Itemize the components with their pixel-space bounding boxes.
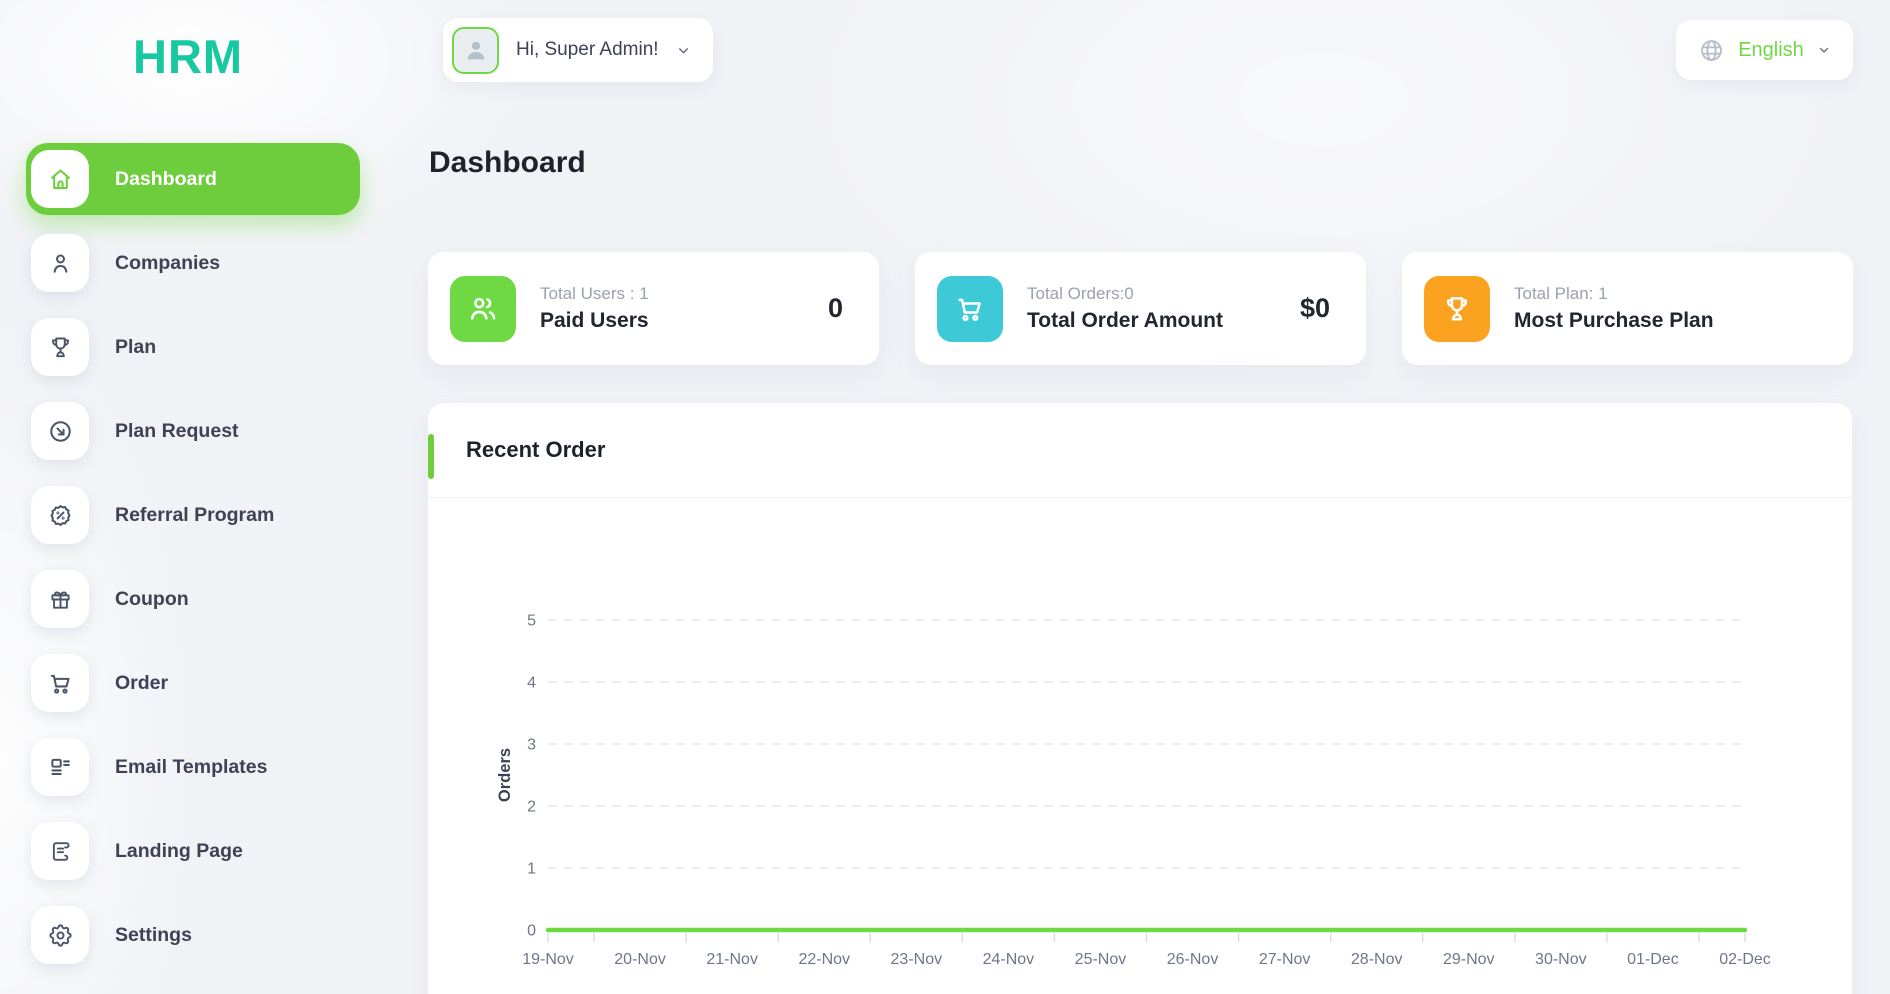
stat-card-most-purchase-plan: Total Plan: 1 Most Purchase Plan xyxy=(1402,252,1853,365)
sidebar-item-companies[interactable]: Companies xyxy=(26,227,360,299)
svg-text:22-Nov: 22-Nov xyxy=(798,951,850,968)
svg-text:3: 3 xyxy=(527,737,536,754)
svg-text:23-Nov: 23-Nov xyxy=(891,951,943,968)
arrow-circle-icon xyxy=(31,402,89,460)
sidebar-item-settings[interactable]: Settings xyxy=(26,899,360,971)
home-icon xyxy=(31,150,89,208)
sidebar-item-label: Order xyxy=(115,671,169,694)
sidebar-item-label: Coupon xyxy=(115,587,189,610)
stat-top-label: Total Orders:0 xyxy=(1027,284,1134,303)
stat-top-label: Total Users : 1 xyxy=(540,284,649,303)
user-icon xyxy=(31,234,89,292)
recent-order-card: Recent Order 0 1 2 3 4 5 Orders 19-Nov 20-Nov 21-… xyxy=(428,403,1852,994)
sidebar-item-label: Plan xyxy=(115,335,157,358)
sidebar-item-label: Settings xyxy=(115,923,192,946)
svg-text:30-Nov: 30-Nov xyxy=(1535,951,1587,968)
discount-badge-icon xyxy=(31,486,89,544)
person-icon xyxy=(467,41,484,60)
svg-text:26-Nov: 26-Nov xyxy=(1167,951,1219,968)
cart-icon xyxy=(937,275,1003,342)
stat-value: 0 xyxy=(827,293,843,323)
stat-value: $0 xyxy=(1299,293,1330,323)
layout-icon xyxy=(31,738,89,796)
language-dropdown[interactable]: English xyxy=(1676,20,1853,80)
gift-icon xyxy=(31,570,89,628)
sidebar-item-label: Plan Request xyxy=(115,419,239,442)
svg-text:25-Nov: 25-Nov xyxy=(1075,951,1127,968)
user-greeting: Hi, Super Admin! xyxy=(516,39,659,60)
sidebar-item-landing-page[interactable]: Landing Page xyxy=(26,815,360,887)
svg-text:21-Nov: 21-Nov xyxy=(706,951,758,968)
orders-line-chart: 0 1 2 3 4 5 Orders 19-Nov 20-Nov 21-Nov 22-Nov 23-N… xyxy=(496,613,1771,969)
svg-text:19-Nov: 19-Nov xyxy=(522,951,574,968)
sidebar-item-order[interactable]: Order xyxy=(26,647,360,719)
app-logo: HRM xyxy=(133,30,244,83)
svg-text:Orders: Orders xyxy=(496,748,514,802)
chevron-down-icon xyxy=(1817,43,1831,57)
svg-text:4: 4 xyxy=(527,675,536,692)
stat-title: Most Purchase Plan xyxy=(1514,309,1714,332)
sidebar-item-label: Landing Page xyxy=(115,839,243,862)
svg-text:27-Nov: 27-Nov xyxy=(1259,951,1311,968)
globe-icon xyxy=(1698,37,1725,64)
trophy-icon xyxy=(1424,275,1490,342)
sidebar-item-label: Companies xyxy=(115,251,221,274)
sidebar-item-plan[interactable]: Plan xyxy=(26,311,360,383)
page-title: Dashboard xyxy=(429,146,586,179)
svg-text:2: 2 xyxy=(527,799,536,816)
recent-order-title: Recent Order xyxy=(466,437,606,462)
sidebar-item-email-templates[interactable]: Email Templates xyxy=(26,731,360,803)
gear-icon xyxy=(31,906,89,964)
trophy-icon xyxy=(31,318,89,376)
sidebar-item-label: Email Templates xyxy=(115,755,268,778)
svg-text:02-Dec: 02-Dec xyxy=(1719,951,1771,968)
chevron-down-icon xyxy=(676,43,691,58)
svg-text:5: 5 xyxy=(527,613,536,630)
language-label: English xyxy=(1738,38,1804,61)
stat-top-label: Total Plan: 1 xyxy=(1514,284,1608,303)
stat-title: Total Order Amount xyxy=(1027,309,1223,332)
svg-text:0: 0 xyxy=(527,923,536,940)
scroll-icon xyxy=(31,822,89,880)
sidebar-item-label: Dashboard xyxy=(115,167,217,190)
sidebar-item-label: Referral Program xyxy=(115,503,275,526)
cart-icon xyxy=(31,654,89,712)
sidebar-item-plan-request[interactable]: Plan Request xyxy=(26,395,360,467)
svg-text:01-Dec: 01-Dec xyxy=(1627,951,1679,968)
sidebar-item-referral-program[interactable]: Referral Program xyxy=(26,479,360,551)
stat-card-total-order-amount: Total Orders:0 Total Order Amount $0 xyxy=(915,252,1366,365)
card-accent-bar xyxy=(428,434,434,479)
user-avatar xyxy=(452,26,499,74)
sidebar-item-coupon[interactable]: Coupon xyxy=(26,563,360,635)
recent-order-header: Recent Order xyxy=(428,403,1852,498)
svg-text:24-Nov: 24-Nov xyxy=(983,951,1035,968)
sidebar-item-dashboard[interactable]: Dashboard xyxy=(26,143,360,215)
users-icon xyxy=(450,275,516,342)
svg-text:28-Nov: 28-Nov xyxy=(1351,951,1403,968)
stat-card-paid-users: Total Users : 1 Paid Users 0 xyxy=(428,252,879,365)
orders-chart: 0 1 2 3 4 5 Orders 19-Nov 20-Nov 21-Nov 22-Nov 23-N… xyxy=(428,498,1852,994)
svg-text:29-Nov: 29-Nov xyxy=(1443,951,1495,968)
stat-title: Paid Users xyxy=(540,309,649,332)
user-menu-dropdown[interactable]: Hi, Super Admin! xyxy=(443,18,713,82)
svg-text:20-Nov: 20-Nov xyxy=(614,951,666,968)
svg-text:1: 1 xyxy=(527,861,536,878)
